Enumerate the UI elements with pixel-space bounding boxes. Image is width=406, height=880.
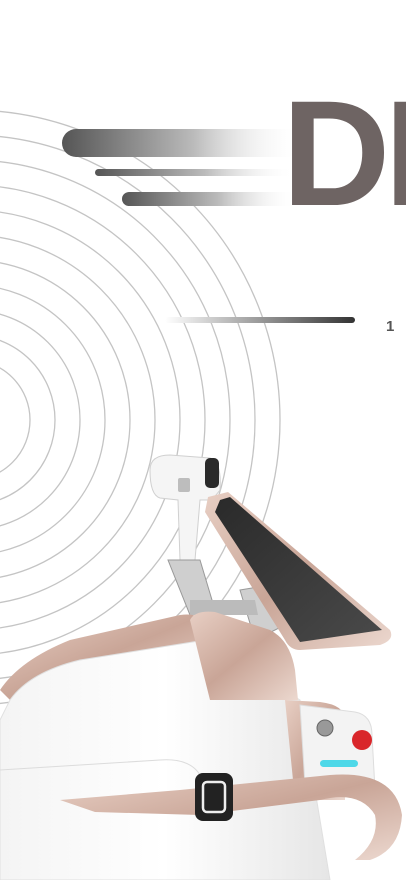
rings: [0, 110, 281, 730]
device: [0, 454, 402, 880]
headline: DI: [282, 69, 406, 237]
caption: 1: [386, 318, 394, 335]
speed-bars: [62, 129, 355, 323]
